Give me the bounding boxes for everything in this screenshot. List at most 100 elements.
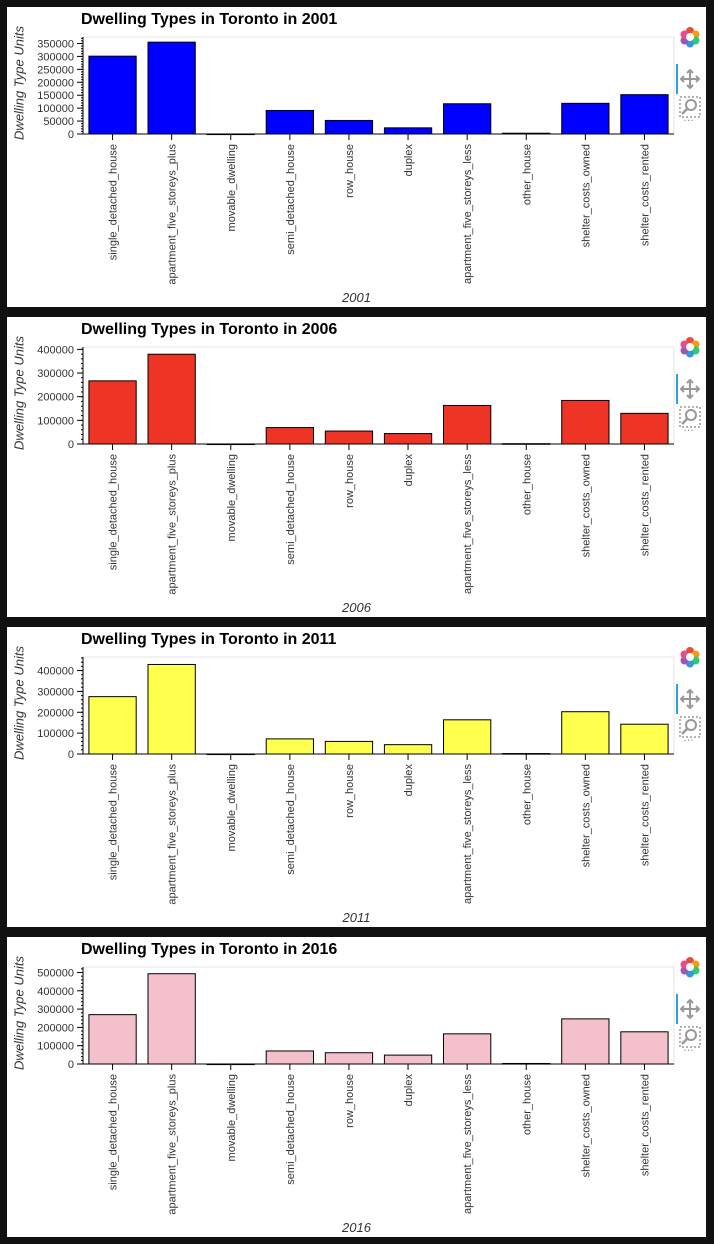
bar-other_house[interactable] (502, 132, 551, 135)
box-zoom-icon[interactable] (679, 1026, 703, 1050)
bar-shelter_costs_owned[interactable] (561, 1018, 610, 1065)
x-axis-label: 2011 (342, 910, 371, 925)
pan-tool-icon[interactable] (679, 378, 703, 402)
y-tick-label: 500000 (37, 967, 74, 979)
bar-row_house[interactable] (324, 430, 374, 445)
active-tool-indicator (676, 64, 678, 94)
bar-duplex[interactable] (383, 744, 433, 755)
x-axis-label: 2001 (342, 290, 371, 305)
active-tool-indicator (676, 994, 678, 1024)
x-axis-label: 2016 (342, 1220, 371, 1235)
bokeh-logo-icon[interactable] (679, 646, 703, 670)
bar-row_house[interactable] (324, 1052, 374, 1065)
x-tick-label: duplex (403, 1074, 415, 1107)
x-tick-label: duplex (403, 454, 415, 487)
bar-shelter_costs_rented[interactable] (620, 723, 669, 755)
bar-shelter_costs_owned[interactable] (561, 399, 610, 445)
x-axis-label: 2006 (342, 600, 371, 615)
y-tick-label: 150000 (37, 90, 74, 102)
x-tick-label: apartment_five_storeys_plus (167, 144, 179, 285)
y-tick-label: 100000 (37, 103, 74, 115)
x-tick-label: row_house (344, 764, 356, 818)
bar-shelter_costs_rented[interactable] (620, 94, 669, 135)
bar-other_house[interactable] (502, 1062, 551, 1065)
y-tick-label: 300000 (37, 686, 74, 698)
x-tick-label: apartment_five_storeys_less (462, 764, 474, 905)
y-tick-label: 200000 (37, 392, 74, 404)
bar-semi_detached_house[interactable] (265, 427, 314, 445)
bar-apartment_five_storeys_plus[interactable] (147, 663, 196, 755)
x-tick-label: apartment_five_storeys_less (462, 454, 474, 595)
chart-title: Dwelling Types in Toronto in 2001 (81, 11, 338, 28)
bar-row_house[interactable] (324, 740, 374, 755)
bar-shelter_costs_owned[interactable] (561, 102, 610, 135)
box-zoom-icon[interactable] (679, 96, 703, 120)
bar-apartment_five_storeys_plus[interactable] (147, 973, 196, 1065)
x-tick-label: duplex (403, 144, 415, 177)
pan-tool-icon[interactable] (679, 688, 703, 712)
bar-semi_detached_house[interactable] (265, 109, 314, 135)
pan-tool-icon[interactable] (679, 68, 703, 92)
bar-shelter_costs_rented[interactable] (620, 412, 669, 445)
chart-toolbar: … (676, 24, 703, 144)
y-tick-label: 300000 (37, 368, 74, 380)
x-tick-label: semi_detached_house (285, 1074, 297, 1185)
chart-toolbar: … (676, 334, 703, 454)
bar-apartment_five_storeys_less[interactable] (443, 719, 492, 755)
bar-duplex[interactable] (383, 1054, 433, 1065)
pan-tool-icon[interactable] (679, 998, 703, 1022)
y-tick-label: 100000 (37, 415, 74, 427)
x-tick-label: apartment_five_storeys_plus (167, 454, 179, 595)
x-tick-label: shelter_costs_rented (639, 1074, 651, 1176)
bar-single_detached_house[interactable] (88, 55, 137, 135)
bar-semi_detached_house[interactable] (265, 738, 314, 755)
toolbar-more-icon[interactable]: … (683, 1042, 695, 1054)
x-tick-label: shelter_costs_rented (639, 454, 651, 556)
bar-row_house[interactable] (324, 119, 374, 135)
bar-apartment_five_storeys_plus[interactable] (147, 41, 196, 135)
y-tick-label: 50000 (43, 116, 74, 128)
toolbar-more-icon[interactable]: … (683, 422, 695, 434)
bar-duplex[interactable] (383, 127, 433, 135)
x-tick-label: other_house (521, 764, 533, 825)
bar-shelter_costs_rented[interactable] (620, 1031, 669, 1065)
box-zoom-icon[interactable] (679, 406, 703, 430)
bar-single_detached_house[interactable] (88, 696, 137, 755)
bar-single_detached_house[interactable] (88, 1014, 137, 1065)
y-tick-label: 100000 (37, 728, 74, 740)
bar-duplex[interactable] (383, 433, 433, 445)
x-tick-label: apartment_five_storeys_plus (167, 764, 179, 905)
bokeh-logo-icon[interactable] (679, 26, 703, 50)
x-tick-label: movable_dwelling (226, 764, 238, 851)
bar-chart-svg: 0 100000 200000 300000 400000 500000 single_de… (37, 966, 675, 1215)
y-tick-label: 0 (68, 749, 74, 761)
x-tick-label: apartment_five_storeys_plus (167, 1074, 179, 1215)
bokeh-logo-icon[interactable] (679, 336, 703, 360)
chart-panel-2006: Dwelling Types in Toronto in 2006 Dwellin… (7, 317, 706, 617)
x-tick-label: shelter_costs_owned (580, 144, 592, 247)
x-tick-label: apartment_five_storeys_less (462, 1074, 474, 1215)
box-zoom-icon[interactable] (679, 716, 703, 740)
bar-semi_detached_house[interactable] (265, 1050, 314, 1065)
y-tick-label: 400000 (37, 666, 74, 678)
bar-apartment_five_storeys_less[interactable] (443, 103, 492, 135)
x-tick-label: single_detached_house (108, 1074, 120, 1190)
toolbar-more-icon[interactable]: … (683, 112, 695, 124)
active-tool-indicator (676, 374, 678, 404)
toolbar-more-icon[interactable]: … (683, 732, 695, 744)
bar-single_detached_house[interactable] (88, 380, 137, 445)
bar-shelter_costs_owned[interactable] (561, 711, 610, 755)
y-tick-label: 200000 (37, 707, 74, 719)
chart-panel-2016: Dwelling Types in Toronto in 2016 Dwellin… (7, 937, 706, 1237)
chart-toolbar: … (676, 644, 703, 764)
y-tick-label: 200000 (37, 77, 74, 89)
bar-apartment_five_storeys_less[interactable] (443, 404, 492, 445)
chart-toolbar: … (676, 954, 703, 1074)
x-tick-label: shelter_costs_rented (639, 764, 651, 866)
bar-chart-svg: 0 100000 200000 300000 400000 single_detached… (37, 656, 675, 905)
bar-apartment_five_storeys_plus[interactable] (147, 353, 196, 445)
x-tick-label: row_house (344, 1074, 356, 1128)
bokeh-logo-icon[interactable] (679, 956, 703, 980)
bar-apartment_five_storeys_less[interactable] (443, 1033, 492, 1065)
x-tick-label: movable_dwelling (226, 1074, 238, 1161)
